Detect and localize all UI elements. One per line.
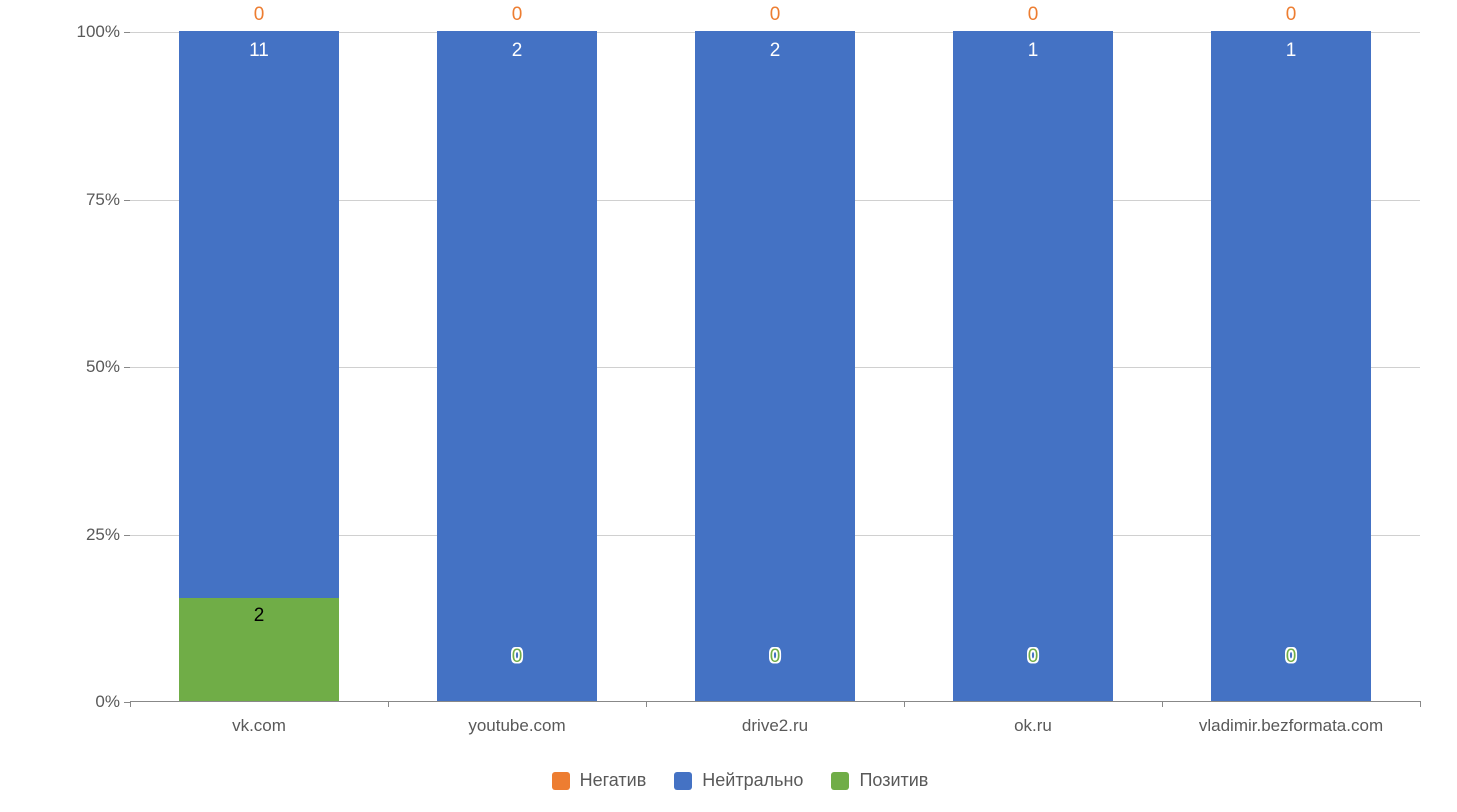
bar-label-negative: 0	[179, 4, 339, 26]
legend-item-neutral: Нейтрально	[674, 770, 803, 791]
bar-group: 2	[695, 32, 855, 701]
legend-label: Негатив	[580, 770, 647, 791]
bar-label-neutral: 11	[179, 40, 339, 62]
bar-group: 1	[1211, 32, 1371, 701]
x-tick-mark	[904, 701, 905, 707]
legend: Негатив Нейтрально Позитив	[50, 770, 1430, 795]
x-axis-category-label: ok.ru	[904, 716, 1162, 736]
legend-swatch-positive	[831, 772, 849, 790]
bar-label-positive: 2	[179, 605, 339, 627]
y-axis-tick-label: 50%	[60, 357, 120, 377]
legend-item-positive: Позитив	[831, 770, 928, 791]
y-tick-mark	[124, 535, 130, 536]
x-tick-mark	[1162, 701, 1163, 707]
sentiment-stacked-chart: 0%25%50%75%100%1120vk.com200youtube.com2…	[50, 20, 1430, 800]
bar-segment-neutral	[437, 31, 597, 701]
x-tick-mark	[646, 701, 647, 707]
x-tick-mark	[388, 701, 389, 707]
x-tick-mark	[1420, 701, 1421, 707]
bar-group: 1	[953, 32, 1113, 701]
bar-label-positive-zero: 0	[437, 646, 597, 668]
bar-label-positive-zero: 0	[1211, 646, 1371, 668]
y-tick-mark	[124, 200, 130, 201]
bar-group: 2	[437, 32, 597, 701]
bar-group: 11 2	[179, 32, 339, 701]
bar-segment-neutral	[953, 31, 1113, 701]
x-axis-category-label: vladimir.bezformata.com	[1162, 716, 1420, 736]
x-axis-category-label: drive2.ru	[646, 716, 904, 736]
bar-segment-neutral	[1211, 31, 1371, 701]
y-tick-mark	[124, 367, 130, 368]
bar-label-neutral: 1	[1211, 40, 1371, 62]
y-axis-tick-label: 25%	[60, 525, 120, 545]
legend-label: Нейтрально	[702, 770, 803, 791]
x-axis-category-label: youtube.com	[388, 716, 646, 736]
bar-label-negative: 0	[437, 4, 597, 26]
plot-area: 0%25%50%75%100%1120vk.com200youtube.com2…	[130, 32, 1420, 702]
bar-label-positive-zero: 0	[953, 646, 1113, 668]
y-axis-tick-label: 75%	[60, 190, 120, 210]
bar-label-neutral: 2	[695, 40, 855, 62]
bar-label-neutral: 1	[953, 40, 1113, 62]
y-axis-tick-label: 100%	[60, 22, 120, 42]
legend-item-negative: Негатив	[552, 770, 647, 791]
bar-label-positive-zero: 0	[695, 646, 855, 668]
bar-label-neutral: 2	[437, 40, 597, 62]
bar-label-negative: 0	[953, 4, 1113, 26]
bar-label-negative: 0	[695, 4, 855, 26]
legend-swatch-neutral	[674, 772, 692, 790]
y-axis-tick-label: 0%	[60, 692, 120, 712]
bar-segment-neutral	[179, 31, 339, 598]
legend-swatch-negative	[552, 772, 570, 790]
bar-segment-neutral	[695, 31, 855, 701]
legend-label: Позитив	[859, 770, 928, 791]
bar-label-negative: 0	[1211, 4, 1371, 26]
x-tick-mark	[130, 701, 131, 707]
y-tick-mark	[124, 32, 130, 33]
x-axis-category-label: vk.com	[130, 716, 388, 736]
